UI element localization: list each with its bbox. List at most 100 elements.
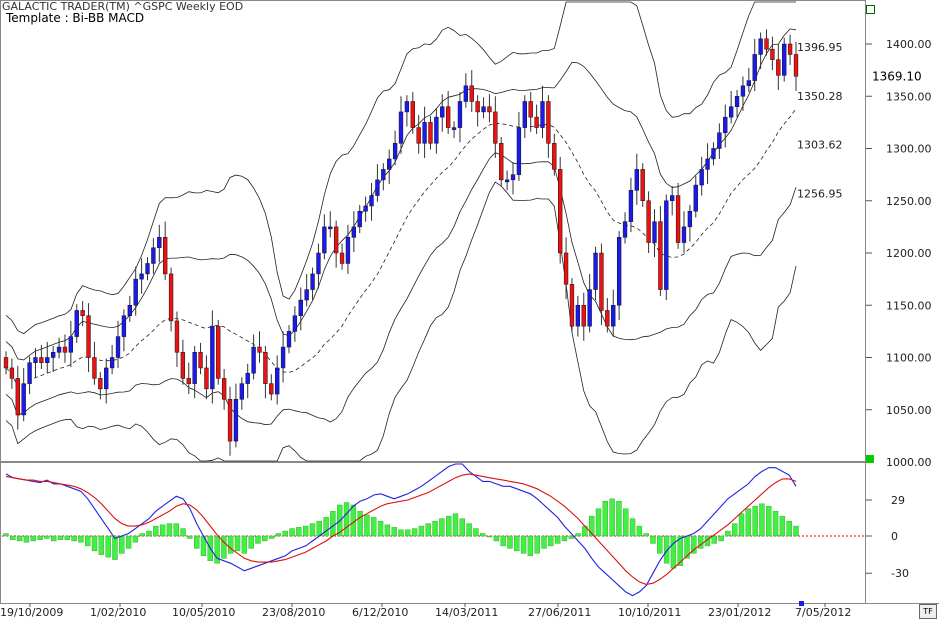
candle-down [605,310,610,327]
candle-up [734,96,740,107]
candle-up [575,305,581,327]
candle-up [21,383,26,416]
macd-histogram-bar [779,515,786,537]
candle-up [292,315,298,332]
candle-down [793,54,799,77]
candle-down [675,195,681,243]
macd-histogram-bar [282,530,288,537]
candle-down [493,111,498,144]
candle-down [257,346,262,353]
macd-histogram-bar [166,523,173,537]
macd-histogram-bar [561,535,568,542]
macd-histogram-bar [670,535,677,569]
band-value-label: 1396.95 [797,41,843,54]
candle-up [611,305,616,327]
candle-up [758,38,763,55]
candle-up [127,305,132,316]
candle-down [499,143,504,181]
macd-histogram-bar [316,520,322,537]
macd-histogram-bar [193,535,200,549]
price-y-tick-label: 1400.00 [886,38,932,51]
macd-histogram-bar [425,523,431,537]
candle-up [151,247,156,264]
macd-histogram-bar [623,508,629,537]
candle-up [664,200,669,290]
macd-histogram-bar [534,535,540,554]
candle-up [50,352,56,358]
macd-histogram-bar [44,535,50,539]
candle-down [80,310,85,316]
price-y-tick-label: 1150.00 [886,299,932,312]
candle-down [186,378,191,384]
macd-histogram-bar [125,535,132,549]
macd-histogram-bar [691,535,697,554]
macd-histogram-bar [364,514,370,537]
candle-up [133,278,138,306]
candle-up [357,210,362,228]
macd-histogram-bar [241,535,248,554]
candle-down [558,169,563,254]
macd-histogram-bar [459,518,465,537]
time-cursor-marker[interactable] [799,601,804,606]
candle-up [387,158,392,170]
candle-up [616,237,622,306]
candle-up [233,399,239,442]
candle-down [98,378,103,390]
macd-histogram-bar [766,506,772,537]
macd-histogram-bar [221,535,227,559]
candle-down [339,252,345,264]
band-value-label: 1303.62 [797,139,843,152]
panel-top-marker[interactable] [866,5,875,14]
macd-histogram-bar [255,535,261,544]
macd-histogram-bar [153,525,159,537]
macd-histogram-bar [636,525,643,537]
candle-up [510,174,516,181]
candle-up [27,362,32,384]
candle-up [457,101,463,128]
panel-divider-marker[interactable] [866,455,874,463]
candle-up [45,357,50,363]
macd-histogram-bar [575,533,581,537]
macd-histogram-bar [466,523,472,537]
candle-up [139,273,144,280]
macd-histogram-bar [486,535,493,538]
signal-line [5,473,797,585]
macd-histogram-bar [309,523,316,537]
macd-histogram-bar [711,535,717,544]
macd-histogram-bar [793,525,799,537]
candle-up [422,122,427,144]
price-y-tick-label: 1050.00 [886,404,932,417]
candle-down [469,85,474,102]
candle-up [670,195,675,201]
macd-histogram-bar [752,506,758,537]
candle-up [451,127,457,130]
candle-up [316,252,321,275]
candle-down [428,122,433,144]
candle-up [304,289,309,301]
candle-up [375,179,380,196]
macd-histogram-bar [643,533,649,537]
candle-up [540,101,545,128]
candle-down [15,378,20,416]
candle-up [687,210,693,228]
price-y-tick-label: 1100.00 [886,352,932,365]
macd-histogram-bar [262,535,268,542]
x-tick-label: 27/06/2011 [528,606,591,619]
macd-histogram-bar [650,535,656,544]
candle-up [351,226,357,238]
macd-histogram-bar [657,535,663,554]
candle-down [9,367,15,379]
candle-up [728,106,734,118]
price-y-tick-label: 1250.00 [886,195,932,208]
candle-down [599,252,604,311]
candle-down [86,315,91,358]
candle-down [563,252,569,285]
band-lower-inner [5,152,797,426]
tf-button[interactable]: TF [919,604,937,619]
candle-up [782,43,787,76]
candle-up [245,372,250,384]
candle-down [39,357,44,363]
candle-up [481,106,486,113]
candle-up [251,346,256,374]
candle-down [528,101,533,118]
